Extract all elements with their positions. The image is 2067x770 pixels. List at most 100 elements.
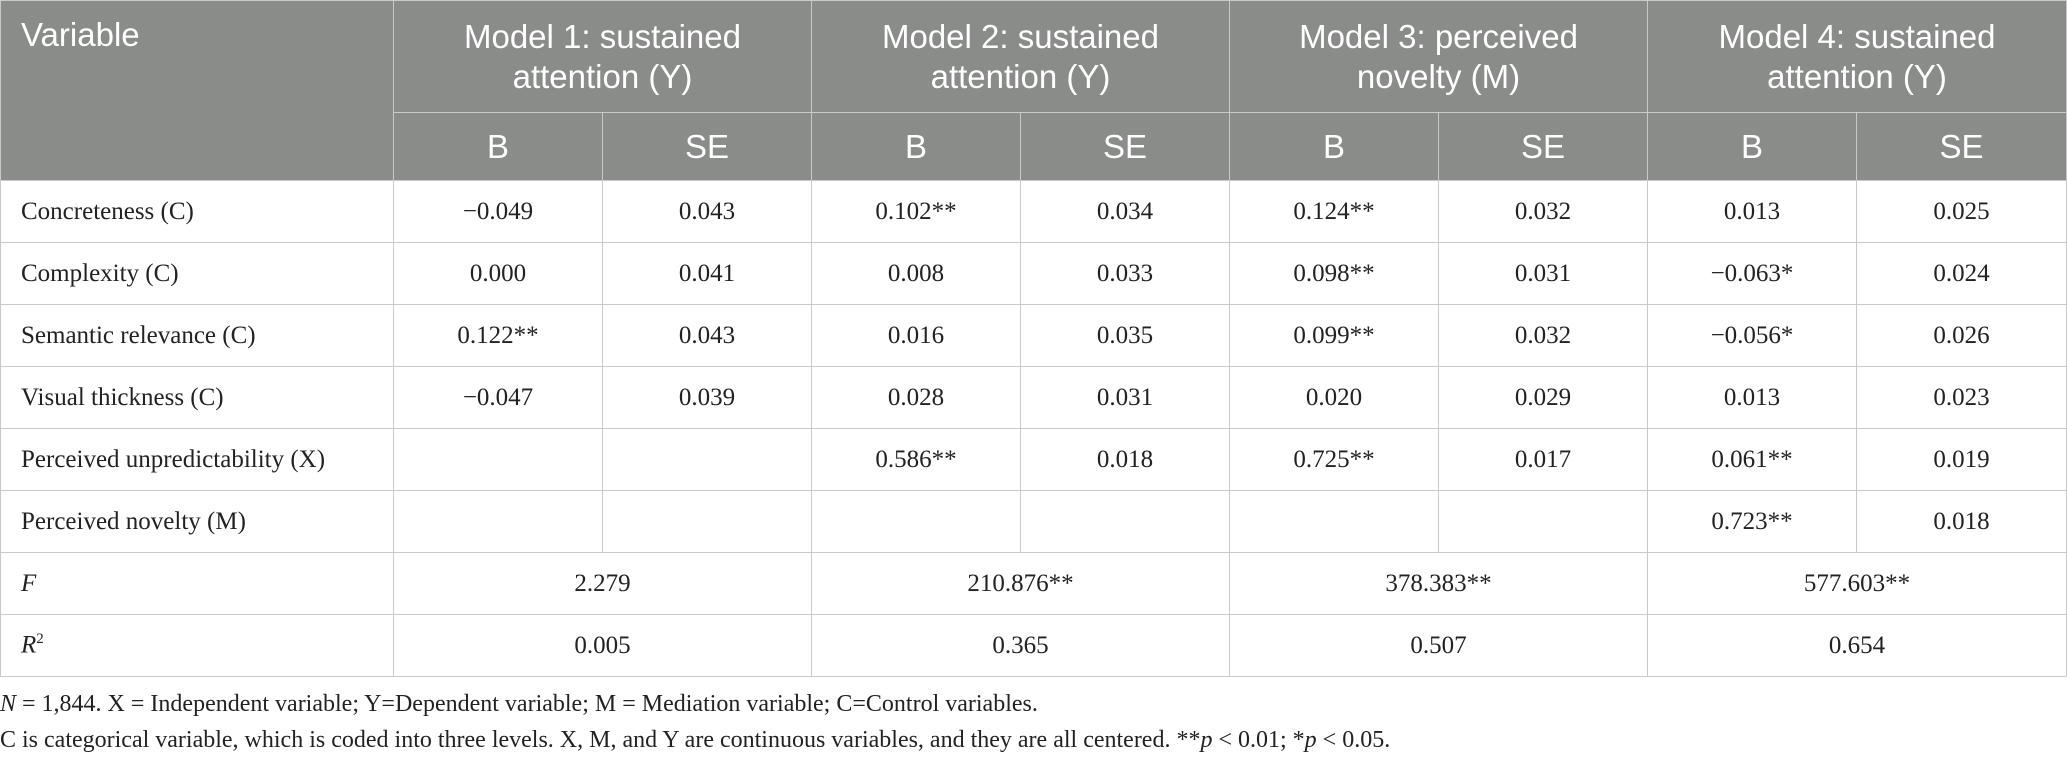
note-line-2: C is categorical variable, which is code…	[0, 722, 2067, 758]
model-4-b-cell: 0.061**	[1647, 428, 1858, 491]
model-1-se-cell: 0.043	[602, 304, 812, 367]
header-row-models: Variable Model 1: sustained attention (Y…	[0, 0, 2067, 181]
row-label: Concreteness (C)	[0, 180, 394, 243]
note-line-1-text: = 1,844. X = Independent variable; Y=Dep…	[16, 691, 1038, 717]
model-4-b-header: B	[1647, 112, 1858, 181]
f-value-model-4: 577.603**	[1647, 552, 2067, 615]
model-2-b-cell	[811, 490, 1021, 553]
r-squared-model-3: 0.507	[1228, 614, 1649, 677]
model-3-se-cell: 0.029	[1437, 366, 1649, 429]
row-label: Perceived novelty (M)	[0, 490, 394, 553]
model-2-se-cell: 0.018	[1020, 428, 1230, 491]
row-label: Semantic relevance (C)	[0, 304, 394, 367]
model-1-b-cell: −0.049	[393, 180, 603, 243]
f-row: F 2.279 210.876** 378.383** 577.603**	[0, 552, 2067, 615]
model-1-se-cell	[602, 490, 812, 553]
table-notes: N = 1,844. X = Independent variable; Y=D…	[0, 686, 2067, 758]
model-4-se-cell: 0.023	[1856, 366, 2067, 429]
model-4-se-cell: 0.019	[1856, 428, 2067, 491]
note-line-1: N = 1,844. X = Independent variable; Y=D…	[0, 686, 2067, 722]
model-2-b-cell: 0.016	[811, 304, 1021, 367]
model-1-se-cell: 0.041	[602, 242, 812, 305]
model-1-b-cell: 0.000	[393, 242, 603, 305]
model-3-b-cell: 0.099**	[1229, 304, 1439, 367]
model-3-b-cell: 0.725**	[1229, 428, 1439, 491]
note-line-2-mid: < 0.01; *	[1212, 727, 1305, 753]
model-4-header: Model 4: sustained attention (Y)	[1647, 0, 2067, 113]
model-1-se-cell: 0.039	[602, 366, 812, 429]
model-3-b-cell: 0.020	[1229, 366, 1439, 429]
f-value-model-3: 378.383**	[1228, 552, 1649, 615]
model-3-se-cell: 0.032	[1437, 180, 1649, 243]
row-label: Complexity (C)	[0, 242, 394, 305]
r-squared-model-4: 0.654	[1647, 614, 2067, 677]
table-header: Variable Model 1: sustained attention (Y…	[0, 0, 2067, 181]
model-1-se-cell	[602, 428, 812, 491]
model-1-b-cell	[393, 428, 603, 491]
model-3-se-cell	[1437, 490, 1649, 553]
table-body: Concreteness (C) −0.049 0.043 0.102** 0.034 0…	[0, 180, 2067, 677]
model-2-b-header: B	[811, 112, 1021, 181]
model-4-b-cell: −0.056*	[1647, 304, 1858, 367]
note-line-2-text: C is categorical variable, which is code…	[0, 727, 1201, 753]
model-3-header: Model 3: perceived novelty (M)	[1228, 0, 1649, 113]
model-4-se-cell: 0.025	[1856, 180, 2067, 243]
table-row: Perceived unpredictability (X) 0.586** 0.0…	[0, 428, 2067, 491]
note-p-symbol-2: p	[1304, 727, 1317, 753]
note-n-symbol: N	[0, 691, 17, 717]
model-1-header: Model 1: sustained attention (Y)	[393, 0, 812, 113]
row-label: Perceived unpredictability (X)	[0, 428, 394, 491]
model-2-se-cell: 0.035	[1020, 304, 1230, 367]
model-3-b-header: B	[1229, 112, 1439, 181]
model-4-se-cell: 0.024	[1856, 242, 2067, 305]
note-line-2-end: < 0.05.	[1316, 727, 1391, 753]
model-2-b-cell: 0.586**	[811, 428, 1021, 491]
model-3-b-cell: 0.098**	[1229, 242, 1439, 305]
model-3-b-cell: 0.124**	[1229, 180, 1439, 243]
model-1-se-cell: 0.043	[602, 180, 812, 243]
row-label: Visual thickness (C)	[0, 366, 394, 429]
r-squared-superscript: 2	[36, 631, 44, 648]
f-value-model-1: 2.279	[393, 552, 812, 615]
model-2-b-cell: 0.102**	[811, 180, 1021, 243]
model-4-b-cell: 0.013	[1647, 180, 1858, 243]
model-2-header: Model 2: sustained attention (Y)	[811, 0, 1230, 113]
model-4-b-cell: 0.013	[1647, 366, 1858, 429]
r-squared-model-2: 0.365	[811, 614, 1230, 677]
model-3-se-cell: 0.032	[1437, 304, 1649, 367]
model-1-b-cell	[393, 490, 603, 553]
model-2-se-header: SE	[1020, 112, 1230, 181]
model-2-se-cell: 0.031	[1020, 366, 1230, 429]
model-2-se-cell: 0.034	[1020, 180, 1230, 243]
model-4-b-cell: 0.723**	[1647, 490, 1858, 553]
regression-table: Variable Model 1: sustained attention (Y…	[0, 0, 2067, 677]
model-4-se-header: SE	[1856, 112, 2067, 181]
table-row: Perceived novelty (M) 0.723** 0.018	[0, 490, 2067, 553]
r-squared-row: R2 0.005 0.365 0.507 0.654	[0, 614, 2067, 677]
r-symbol: R	[21, 631, 37, 659]
model-1-b-cell: −0.047	[393, 366, 603, 429]
f-value-model-2: 210.876**	[811, 552, 1230, 615]
r-squared-row-label: R2	[0, 614, 394, 677]
model-4-b-cell: −0.063*	[1647, 242, 1858, 305]
table-row: Visual thickness (C) −0.047 0.039 0.028 0.03…	[0, 366, 2067, 429]
model-3-se-cell: 0.031	[1437, 242, 1649, 305]
model-2-b-cell: 0.028	[811, 366, 1021, 429]
f-row-label: F	[0, 552, 394, 615]
header-row-stats: B SE B SE B SE B SE	[1, 112, 2067, 181]
model-4-se-cell: 0.018	[1856, 490, 2067, 553]
model-1-b-cell: 0.122**	[393, 304, 603, 367]
model-3-se-header: SE	[1437, 112, 1649, 181]
table-row: Semantic relevance (C) 0.122** 0.043 0.016 0…	[0, 304, 2067, 367]
model-2-se-cell: 0.033	[1020, 242, 1230, 305]
regression-table-container: Variable Model 1: sustained attention (Y…	[0, 0, 2067, 677]
table-row: Concreteness (C) −0.049 0.043 0.102** 0.034 0…	[0, 180, 2067, 243]
model-1-se-header: SE	[602, 112, 812, 181]
note-p-symbol-1: p	[1200, 727, 1213, 753]
r-squared-model-1: 0.005	[393, 614, 812, 677]
variable-column-header: Variable	[0, 0, 394, 181]
model-4-se-cell: 0.026	[1856, 304, 2067, 367]
model-2-b-cell: 0.008	[811, 242, 1021, 305]
model-3-b-cell	[1229, 490, 1439, 553]
model-1-b-header: B	[393, 112, 603, 181]
